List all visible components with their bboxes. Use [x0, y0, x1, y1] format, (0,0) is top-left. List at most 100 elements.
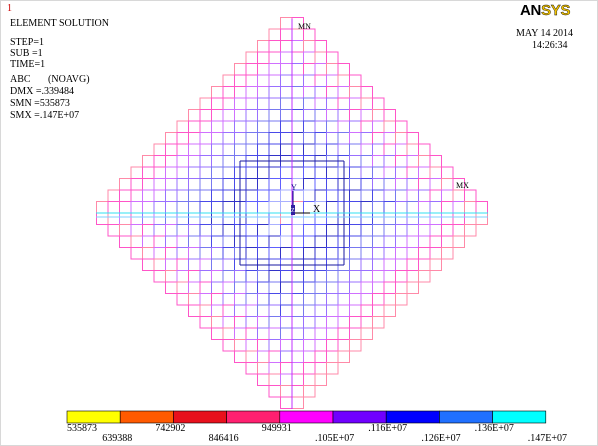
legend-label: 639388: [102, 433, 133, 444]
mesh-element: [303, 270, 316, 283]
mesh-element: [418, 166, 431, 179]
mesh-element: [199, 120, 212, 133]
mesh-element: [176, 235, 189, 248]
mesh-element: [395, 247, 408, 260]
mesh-element: [165, 178, 178, 191]
result-title: ELEMENT SOLUTION: [10, 18, 109, 29]
mesh-element: [268, 281, 281, 294]
mesh-element: [107, 224, 120, 237]
mesh-element: [418, 247, 431, 260]
mesh-element: [418, 201, 431, 214]
mesh-element: [314, 63, 327, 76]
mesh-element: [245, 51, 258, 64]
mesh-element: [280, 362, 293, 375]
mesh-element: [107, 201, 120, 214]
mesh-element: [257, 63, 270, 76]
mesh-element: [222, 201, 235, 214]
window-number: 1: [7, 3, 12, 14]
mesh-element: [211, 258, 224, 271]
mesh-element: [257, 189, 270, 202]
mesh-element: [142, 201, 155, 214]
mesh-element: [326, 304, 339, 317]
mesh-element: [142, 258, 155, 271]
mesh-element: [234, 316, 247, 329]
mesh-element: [119, 224, 132, 237]
mesh-element: [188, 109, 201, 122]
mesh-element: [199, 235, 212, 248]
mesh-element: [395, 224, 408, 237]
mesh-element: [452, 212, 465, 225]
mesh-element: [165, 258, 178, 271]
mesh-element: [395, 143, 408, 156]
mesh-element: [188, 224, 201, 237]
mesh-element: [188, 155, 201, 168]
mesh-element: [280, 97, 293, 110]
mesh-element: [303, 97, 316, 110]
mesh-element: [268, 212, 281, 225]
mesh-element: [245, 316, 258, 329]
mesh-element: [303, 178, 316, 191]
mesh-element: [96, 201, 109, 214]
mesh-element: [199, 178, 212, 191]
mesh-element: [257, 224, 270, 237]
mesh-element: [199, 293, 212, 306]
mesh-element: [165, 281, 178, 294]
mesh-element: [337, 97, 350, 110]
clock-label: 14:26:34: [532, 40, 568, 51]
mesh-element: [257, 40, 270, 53]
mesh-element: [314, 40, 327, 53]
mesh-element: [268, 132, 281, 145]
mesh-element: [395, 132, 408, 145]
mesh-element: [153, 270, 166, 283]
mesh-element: [268, 28, 281, 41]
mesh-element: [383, 189, 396, 202]
mesh-element: [337, 74, 350, 87]
mesh-element: [337, 143, 350, 156]
mesh-element: [222, 304, 235, 317]
mesh-element: [303, 40, 316, 53]
mesh-element: [188, 120, 201, 133]
mesh-element: [429, 155, 442, 168]
mesh-element: [314, 178, 327, 191]
mesh-element: [349, 270, 362, 283]
mesh-element: [372, 281, 385, 294]
mesh-element: [452, 224, 465, 237]
mesh-element: [418, 258, 431, 271]
mesh-element: [372, 178, 385, 191]
mesh-element: [291, 120, 304, 133]
mesh-element: [222, 293, 235, 306]
mesh-element: [199, 270, 212, 283]
mesh-element: [326, 327, 339, 340]
mesh-element: [280, 17, 293, 30]
mesh-element: [372, 247, 385, 260]
mesh-element: [234, 293, 247, 306]
mesh-element: [337, 132, 350, 145]
mesh-element: [326, 166, 339, 179]
mesh-element: [176, 178, 189, 191]
mesh-element: [314, 293, 327, 306]
mesh-element: [165, 132, 178, 145]
mesh-element: [372, 270, 385, 283]
mesh-element: [303, 362, 316, 375]
mesh-element: [176, 281, 189, 294]
mesh-element: [326, 86, 339, 99]
mesh-element: [245, 189, 258, 202]
mesh-element: [211, 212, 224, 225]
mesh-element: [119, 235, 132, 248]
mesh-element: [326, 293, 339, 306]
mesh-element: [464, 189, 477, 202]
mesh-element: [303, 51, 316, 64]
mesh-element: [464, 224, 477, 237]
mesh-element: [314, 143, 327, 156]
mesh-element: [142, 155, 155, 168]
mesh-element: [222, 270, 235, 283]
mesh-element: [268, 143, 281, 156]
mesh-element: [406, 189, 419, 202]
mesh-element: [280, 293, 293, 306]
mesh-element: [280, 339, 293, 352]
mesh-element: [234, 350, 247, 363]
mesh-element: [199, 143, 212, 156]
mesh-element: [234, 86, 247, 99]
